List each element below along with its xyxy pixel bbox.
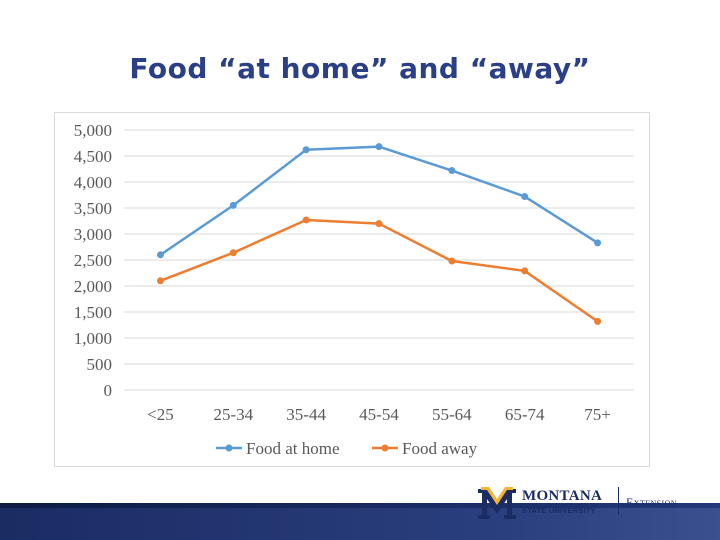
data-point: [156, 251, 164, 259]
legend-swatch-marker: [381, 444, 389, 452]
x-tick-label: 45-54: [359, 405, 399, 424]
y-tick-label: 500: [87, 355, 113, 374]
data-point: [229, 201, 237, 209]
y-tick-label: 2,500: [74, 251, 112, 270]
x-tick-label: 35-44: [286, 405, 326, 424]
x-tick-label: 65-74: [505, 405, 545, 424]
y-tick-label: 4,000: [74, 173, 112, 192]
x-tick-label: 55-64: [432, 405, 472, 424]
logo-division: Extension: [626, 495, 677, 509]
logo-name-line1: MONTANA: [522, 488, 603, 504]
series-line: [159, 218, 599, 323]
data-point: [521, 193, 529, 201]
legend-label: Food away: [402, 439, 478, 458]
montana-m-logo-icon: [478, 487, 516, 519]
data-point: [229, 249, 237, 257]
y-tick-label: 3,000: [74, 225, 112, 244]
data-point: [375, 220, 383, 228]
slide-title: Food “at home” and “away”: [129, 52, 591, 85]
y-tick-label: 2,000: [74, 277, 112, 296]
y-tick-label: 3,500: [74, 199, 112, 218]
legend-swatch-marker: [225, 444, 233, 452]
series-line: [159, 145, 599, 256]
y-tick-label: 4,500: [74, 147, 112, 166]
x-tick-label: 25-34: [213, 405, 253, 424]
data-point: [448, 167, 456, 175]
data-point: [302, 216, 310, 224]
data-point: [594, 317, 602, 325]
data-point: [375, 143, 383, 151]
footer-stripe: [0, 503, 720, 508]
x-tick-label: <25: [147, 405, 174, 424]
y-tick-label: 1,000: [74, 329, 112, 348]
logo-name-line2: STATE UNIVERSITY: [522, 506, 596, 515]
x-tick-label: 75+: [584, 405, 611, 424]
data-point: [521, 267, 529, 275]
y-tick-label: 5,000: [74, 121, 112, 140]
data-point: [156, 277, 164, 285]
y-tick-label: 0: [104, 381, 113, 400]
data-point: [448, 257, 456, 265]
legend-label: Food at home: [246, 439, 340, 458]
line-chart: 5,000 4,500 4,000 3,500 3,000 2,500 2,000 1,500…: [74, 121, 634, 458]
logo-divider: [618, 487, 619, 515]
footer-band: [0, 508, 720, 540]
data-point: [302, 146, 310, 154]
y-tick-label: 1,500: [74, 303, 112, 322]
data-point: [594, 239, 602, 247]
